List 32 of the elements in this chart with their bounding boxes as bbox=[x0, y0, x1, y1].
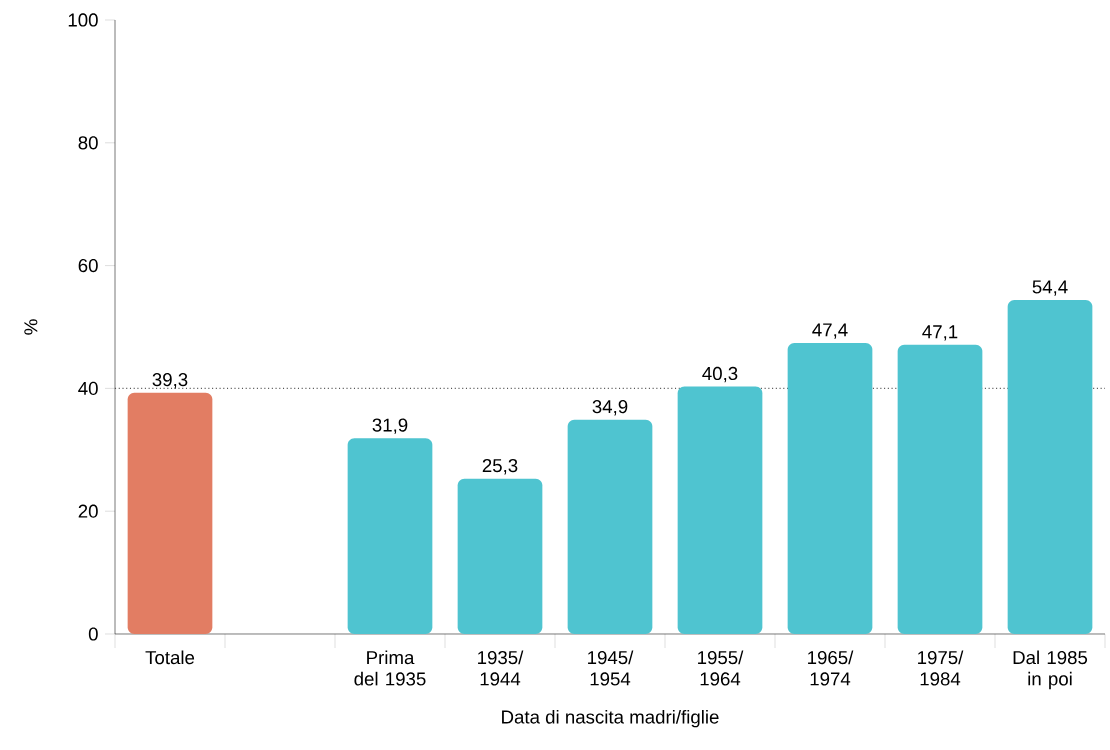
y-tick-label: 80 bbox=[78, 136, 98, 150]
x-tick-label: 1965/ 1974 bbox=[808, 650, 854, 686]
x-tick-label: 1975/ 1984 bbox=[918, 650, 964, 686]
bar bbox=[457, 478, 543, 634]
y-tick-label: 100 bbox=[68, 13, 98, 27]
data-label: 47,1 bbox=[922, 325, 958, 341]
bar bbox=[787, 342, 873, 634]
x-tick-label: Totale bbox=[145, 650, 195, 665]
y-tick-label: 40 bbox=[78, 381, 98, 396]
bar bbox=[677, 386, 763, 634]
data-label: 25,3 bbox=[482, 458, 518, 475]
y-tick-label: 0 bbox=[88, 627, 98, 641]
x-tick-label: 1955/ 1964 bbox=[698, 650, 744, 686]
x-tick-label: 1945/ 1954 bbox=[588, 650, 634, 686]
data-label: 54,4 bbox=[1032, 280, 1068, 296]
y-axis-title: % bbox=[24, 319, 38, 335]
data-label: 34,9 bbox=[592, 400, 628, 416]
data-label: 31,9 bbox=[372, 418, 408, 434]
bar bbox=[1007, 299, 1093, 634]
y-tick-label: 20 bbox=[78, 504, 98, 518]
data-label: 47,4 bbox=[812, 323, 848, 339]
bar bbox=[567, 419, 653, 634]
x-tick-label: Dal 1985 in poi bbox=[1013, 650, 1088, 690]
x-tick-label: 1935/ 1944 bbox=[478, 650, 524, 686]
data-label: 39,3 bbox=[152, 372, 188, 389]
bar bbox=[127, 392, 213, 634]
data-label: 40,3 bbox=[702, 366, 738, 383]
bar bbox=[347, 438, 433, 634]
x-tick-label: Prima del 1935 bbox=[354, 650, 426, 686]
x-axis-title: Data di nascita madri/figlie bbox=[502, 709, 719, 728]
bar bbox=[897, 344, 983, 634]
y-tick-label: 60 bbox=[78, 258, 98, 273]
